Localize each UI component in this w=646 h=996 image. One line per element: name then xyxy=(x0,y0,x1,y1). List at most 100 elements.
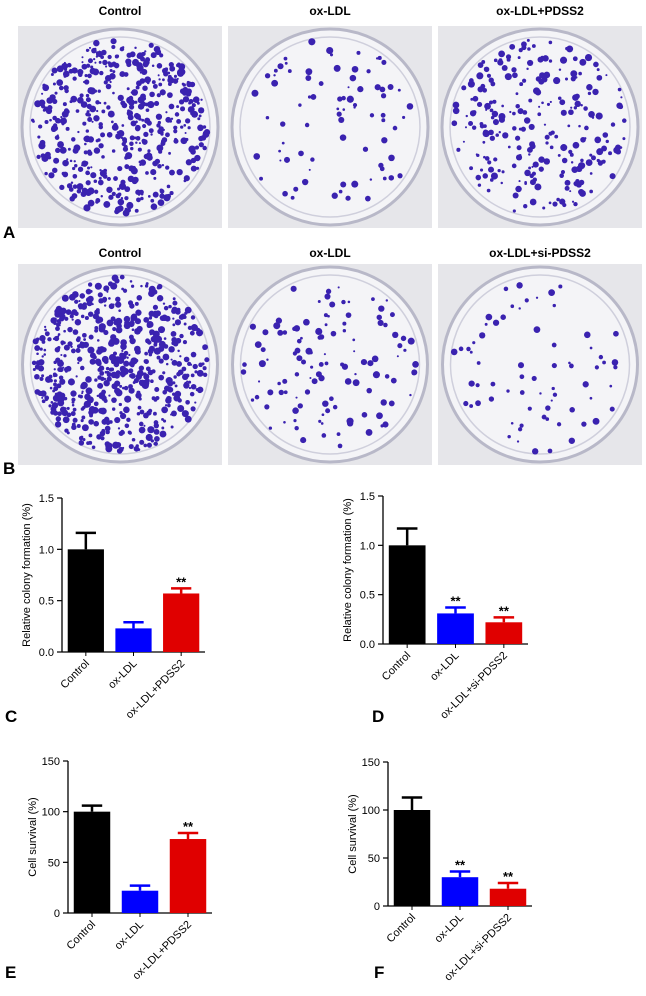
colony xyxy=(523,117,531,124)
colony xyxy=(143,131,149,138)
colony xyxy=(64,72,67,75)
colony xyxy=(553,363,556,366)
colony xyxy=(490,381,496,387)
colony xyxy=(85,180,91,186)
colony xyxy=(44,395,50,401)
colony xyxy=(66,183,73,189)
colony xyxy=(145,171,149,175)
colony xyxy=(184,415,192,423)
colony xyxy=(72,329,79,335)
colony xyxy=(156,63,163,69)
colony xyxy=(123,350,129,356)
colony xyxy=(273,322,281,330)
significance: ** xyxy=(176,574,187,589)
colony xyxy=(156,93,161,98)
colony xyxy=(39,335,46,342)
colony xyxy=(589,396,593,400)
colony xyxy=(492,99,497,104)
colony xyxy=(324,323,328,327)
colony xyxy=(110,367,115,372)
colony xyxy=(135,309,142,316)
colony xyxy=(305,75,312,81)
colony xyxy=(88,433,93,438)
colony xyxy=(325,408,331,414)
colony xyxy=(190,157,197,164)
colony xyxy=(482,173,488,179)
colony xyxy=(452,101,460,109)
panel-label: E xyxy=(5,963,16,982)
colony xyxy=(112,351,118,356)
colony xyxy=(465,114,468,118)
colony xyxy=(322,400,329,407)
colony xyxy=(77,356,83,362)
colony xyxy=(321,413,325,417)
colony xyxy=(353,350,356,353)
colony xyxy=(65,365,72,372)
colony xyxy=(71,318,74,321)
colony xyxy=(517,427,523,432)
x-tick-label: ox-LDL xyxy=(113,919,147,953)
colony xyxy=(605,74,608,77)
colony xyxy=(557,153,561,157)
colony xyxy=(120,343,127,350)
colony xyxy=(152,312,158,318)
colony xyxy=(549,145,554,150)
colony xyxy=(88,334,94,340)
colony xyxy=(44,120,49,125)
panel-label: B xyxy=(3,459,15,478)
colony xyxy=(88,46,92,49)
colony xyxy=(130,357,138,365)
colony xyxy=(254,341,262,348)
colony xyxy=(128,384,133,389)
dish-rim xyxy=(29,274,211,455)
colony xyxy=(515,135,521,141)
colony xyxy=(582,381,589,388)
colony xyxy=(177,369,184,376)
colony xyxy=(136,295,143,301)
colony xyxy=(518,180,521,183)
colony xyxy=(471,125,477,130)
colony xyxy=(102,59,108,66)
photo-title: Control xyxy=(99,246,142,260)
colony xyxy=(78,440,85,446)
colony xyxy=(371,355,379,363)
colony xyxy=(170,117,174,121)
colony xyxy=(472,95,479,102)
colony xyxy=(361,412,368,418)
colony xyxy=(531,44,536,48)
y-axis-label: Cell survival (%) xyxy=(347,794,359,873)
colony xyxy=(325,288,332,294)
colony xyxy=(53,386,59,392)
colony xyxy=(121,102,128,109)
colony xyxy=(139,409,145,415)
colony xyxy=(372,371,380,379)
colony xyxy=(484,156,490,161)
colony xyxy=(332,404,338,410)
colony xyxy=(85,297,92,303)
colony xyxy=(162,353,170,361)
colony xyxy=(181,410,189,418)
colony xyxy=(130,284,135,288)
colony xyxy=(123,360,130,367)
colony xyxy=(131,437,136,442)
colony xyxy=(123,72,129,77)
colony xyxy=(91,406,99,414)
colony xyxy=(411,369,418,376)
colony xyxy=(182,86,189,93)
colony xyxy=(93,147,101,154)
colony xyxy=(510,304,515,309)
colony xyxy=(463,400,469,407)
colony xyxy=(76,183,84,190)
colony xyxy=(380,93,387,99)
colony xyxy=(528,166,532,170)
colony xyxy=(177,405,185,413)
colony xyxy=(171,410,177,417)
colony xyxy=(70,390,77,397)
colony xyxy=(117,94,124,101)
colony xyxy=(304,122,310,128)
colony xyxy=(397,88,401,92)
colony xyxy=(131,328,135,332)
bar xyxy=(485,622,523,644)
colony xyxy=(87,311,94,317)
colony xyxy=(560,144,568,152)
